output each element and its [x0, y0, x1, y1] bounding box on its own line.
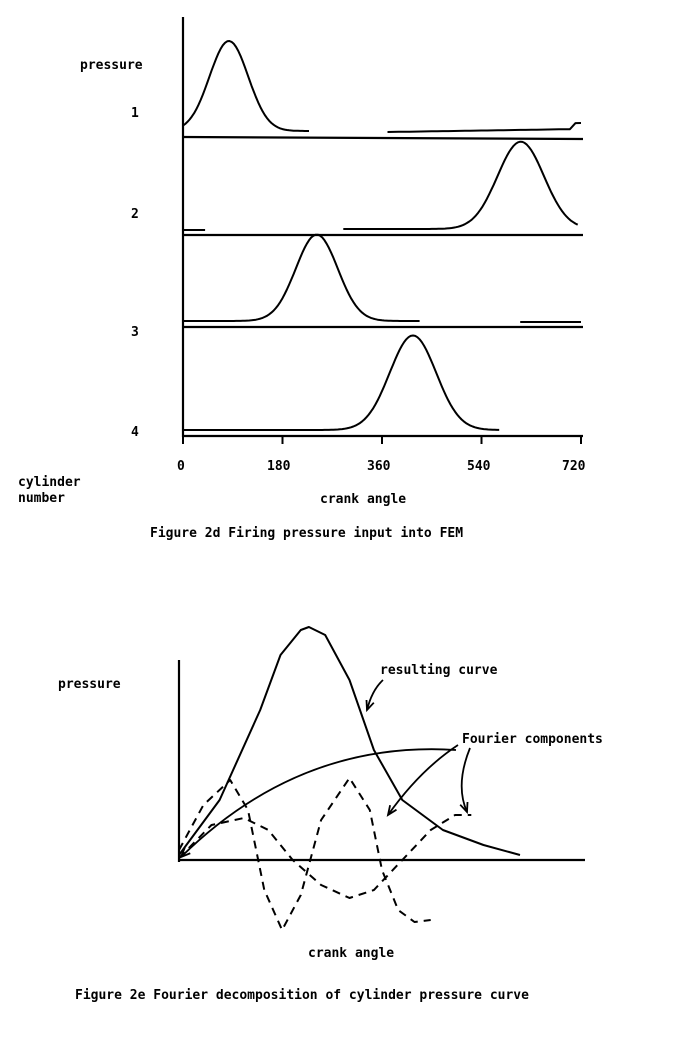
cylinder-label-2: 2 — [131, 207, 139, 222]
x-tick-540: 540 — [467, 459, 491, 474]
fig2e-caption: Figure 2e Fourier decomposition of cylin… — [75, 988, 529, 1003]
arrow-fourier-component-origin — [180, 748, 457, 858]
pressure-tail-cylinder-1 — [387, 122, 582, 133]
arrow-resulting-curve-head — [365, 699, 375, 713]
arrow-resulting-curve — [366, 679, 384, 711]
x-tick-180: 180 — [267, 459, 291, 474]
annotation-resulting-curve: resulting curve — [380, 663, 498, 678]
fig2e-ylabel: pressure — [58, 677, 121, 692]
fig2d-ylabel: pressure — [80, 58, 143, 73]
cylinder-label-1: 1 — [131, 106, 139, 121]
pressure-curve-cylinder-2 — [343, 140, 579, 230]
arrow-fourier-component-2-head — [459, 801, 469, 815]
arrow-fourier-component-origin-head — [179, 847, 191, 859]
cylinder-label-3: 3 — [131, 325, 139, 340]
cylinder-label-4: 4 — [131, 425, 139, 440]
arrow-fourier-component-1-head — [386, 805, 397, 817]
fig2d-xlabel: crank angle — [320, 492, 407, 507]
pressure-curve-cylinder-1 — [182, 40, 309, 132]
x-tick-0: 0 — [177, 459, 185, 474]
fig2d-row-label: cylinder number — [18, 475, 81, 506]
series-resulting-curve — [178, 626, 521, 856]
fig2d-caption: Figure 2d Firing pressure input into FEM — [150, 526, 464, 541]
x-tick-720: 720 — [562, 459, 586, 474]
annotation-fourier-components: Fourier components — [462, 732, 603, 747]
fig2e-xlabel: crank angle — [308, 946, 395, 961]
series-fourier-component-1 — [178, 777, 431, 931]
pressure-curve-cylinder-3 — [183, 233, 420, 322]
arrow-fourier-component-2 — [460, 747, 471, 813]
x-tick-360: 360 — [367, 459, 391, 474]
baseline-cylinder-1 — [182, 135, 584, 141]
arrow-fourier-component-1 — [387, 744, 459, 816]
pressure-curve-cylinder-4 — [183, 334, 500, 431]
series-fourier-component-2 — [178, 814, 472, 899]
